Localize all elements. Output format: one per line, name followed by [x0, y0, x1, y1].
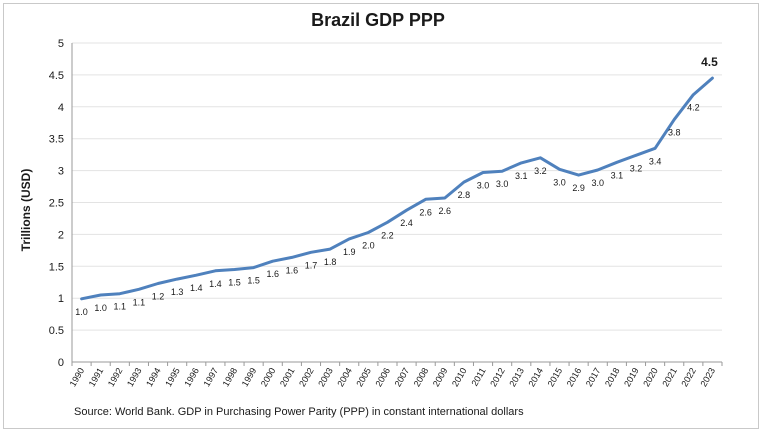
x-tick-label: 1991: [87, 366, 106, 388]
y-tick-label: 1.5: [49, 261, 64, 273]
x-tick-label: 1994: [144, 366, 163, 388]
x-tick-label: 2007: [393, 366, 412, 388]
data-label: 1.1: [133, 297, 146, 307]
x-tick-label: 1997: [201, 366, 220, 388]
data-label: 1.7: [305, 260, 318, 270]
data-label: 1.5: [228, 277, 241, 287]
data-label: 3.8: [668, 128, 681, 138]
y-tick-label: 0: [58, 357, 64, 369]
data-label: 1.1: [114, 302, 127, 312]
data-label: 2.8: [458, 190, 471, 200]
data-label: 1.2: [152, 292, 165, 302]
x-tick-label: 2003: [316, 366, 335, 388]
x-tick-label: 1999: [240, 366, 259, 388]
data-label: 1.0: [94, 303, 107, 313]
x-tick-label: 2019: [622, 366, 641, 388]
data-label: 2.6: [419, 207, 432, 217]
data-label: 4.2: [687, 103, 700, 113]
x-tick-label: 2013: [507, 366, 526, 388]
data-label: 3.4: [649, 156, 662, 166]
data-label: 3.0: [496, 179, 509, 189]
data-label: 3.0: [477, 181, 490, 191]
y-tick-label: 3.5: [49, 134, 64, 146]
data-label: 2.2: [381, 230, 394, 240]
y-tick-label: 1: [58, 293, 64, 305]
data-label: 3.1: [611, 170, 624, 180]
y-tick-label: 3: [58, 166, 64, 178]
x-tick-label: 2009: [431, 366, 450, 388]
y-tick-label: 2: [58, 229, 64, 241]
data-label: 2.4: [400, 218, 413, 228]
series-line: [80, 76, 714, 301]
data-label: 1.8: [324, 257, 337, 267]
y-tick-label: 5: [58, 38, 64, 50]
source-note: Source: World Bank. GDP in Purchasing Po…: [74, 406, 524, 418]
data-label: 1.6: [266, 269, 279, 279]
y-tick-label: 4: [58, 102, 64, 114]
data-label: 1.4: [190, 283, 203, 293]
x-tick-label: 2012: [488, 366, 507, 388]
x-tick-label: 2002: [297, 366, 316, 388]
data-label: 1.0: [75, 307, 88, 317]
y-tick-label: 2.5: [49, 198, 64, 210]
x-tick-label: 1993: [125, 366, 144, 388]
x-tick-label: 2006: [373, 366, 392, 388]
x-tick-label: 1990: [68, 366, 87, 388]
x-tick-label: 2020: [641, 366, 660, 388]
x-tick-label: 2017: [584, 366, 603, 388]
x-tick-label: 2015: [546, 366, 565, 388]
y-tick-label: 0.5: [49, 325, 64, 337]
x-tick-label: 2018: [603, 366, 622, 388]
data-label: 4.5: [701, 55, 718, 69]
x-tick-label: 2008: [412, 366, 431, 388]
data-label: 1.4: [209, 279, 222, 289]
x-tick-label: 2010: [450, 366, 469, 388]
x-tick-label: 2011: [469, 366, 487, 388]
data-label: 3.0: [553, 177, 566, 187]
data-label: 3.1: [515, 171, 528, 181]
x-tick-label: 2023: [698, 366, 717, 388]
data-label: 3.2: [534, 166, 547, 176]
x-tick-label: 2001: [278, 366, 297, 388]
x-tick-label: 2014: [526, 366, 545, 388]
data-label: 3.2: [630, 163, 643, 173]
data-label: 1.3: [171, 287, 184, 297]
data-label: 1.6: [286, 265, 299, 275]
data-label: 3.0: [591, 178, 604, 188]
x-tick-label: 2005: [354, 366, 373, 388]
x-tick-label: 2016: [565, 366, 584, 388]
x-tick-label: 1996: [182, 366, 201, 388]
x-tick-label: 1998: [221, 366, 240, 388]
chart-title: Brazil GDP PPP: [311, 10, 445, 30]
data-label: 1.5: [247, 276, 260, 286]
y-tick-label: 4.5: [49, 70, 64, 82]
chart-frame: [3, 3, 759, 429]
x-tick-label: 2021: [660, 366, 679, 388]
data-label: 2.6: [439, 206, 452, 216]
x-tick-label: 2004: [335, 366, 354, 388]
data-label: 2.0: [362, 240, 375, 250]
x-tick-label: 1992: [106, 366, 125, 388]
x-tick-label: 2000: [259, 366, 278, 388]
x-tick-label: 2022: [679, 366, 698, 388]
data-label: 2.9: [572, 183, 585, 193]
data-label: 1.9: [343, 247, 356, 257]
x-tick-label: 1995: [163, 366, 182, 388]
